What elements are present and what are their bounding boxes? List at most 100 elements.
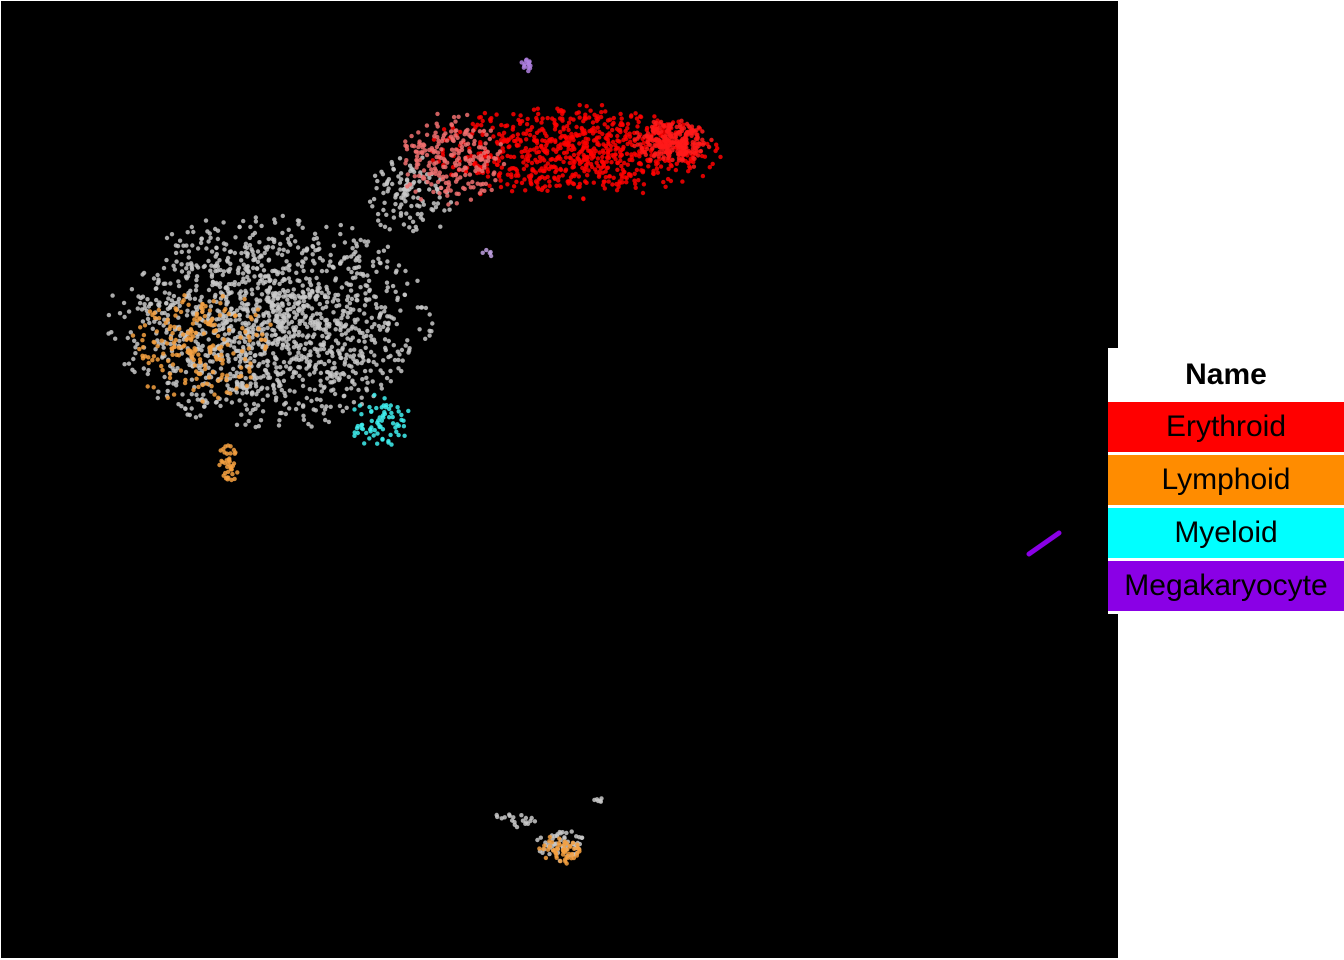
scatter-point (295, 278, 300, 283)
scatter-point (509, 172, 514, 177)
scatter-point (657, 139, 662, 144)
scatter-point (660, 134, 666, 140)
scatter-point (328, 380, 333, 385)
scatter-plot-svg (106, 57, 1062, 866)
scatter-point (556, 174, 561, 180)
scatter-point (336, 348, 341, 353)
scatter-point (349, 326, 354, 331)
scatter-point (467, 150, 473, 155)
scatter-point (228, 391, 233, 396)
scatter-point (238, 294, 243, 299)
scatter-point (495, 152, 500, 157)
scatter-point (479, 123, 484, 128)
scatter-point (300, 318, 305, 323)
scatter-point (220, 326, 225, 332)
scatter-point (314, 397, 320, 402)
scatter-point (540, 850, 545, 855)
scatter-point (392, 357, 398, 363)
scatter-point (318, 370, 324, 376)
scatter-point (173, 250, 179, 256)
scatter-point (257, 361, 262, 367)
scatter-point (418, 197, 424, 202)
scatter-point (390, 162, 395, 167)
scatter-point (431, 137, 437, 142)
scatter-point (593, 167, 598, 172)
scatter-point (606, 141, 611, 147)
scatter-point (344, 297, 350, 303)
scatter-point (217, 462, 222, 468)
scatter-point (494, 112, 499, 117)
scatter-point (535, 184, 540, 190)
scatter-point (653, 143, 659, 149)
scatter-point (403, 199, 408, 204)
scatter-point (416, 162, 421, 167)
scatter-point (346, 328, 351, 333)
scatter-point (335, 318, 340, 323)
scatter-point (156, 277, 161, 282)
scatter-point (625, 162, 630, 167)
scatter-point (307, 372, 312, 377)
scatter-point (185, 308, 190, 313)
scatter-point (289, 233, 294, 239)
scatter-point (260, 332, 265, 337)
scatter-point (284, 259, 289, 264)
scatter-point (547, 851, 552, 857)
scatter-point (395, 349, 400, 354)
scatter-point (157, 300, 162, 305)
scatter-point (381, 248, 387, 253)
scatter-point (352, 347, 357, 352)
scatter-point (167, 326, 172, 332)
scatter-point (385, 314, 390, 319)
cluster-megakaryocyte-small (480, 247, 494, 259)
scatter-point (599, 796, 604, 801)
scatter-point (272, 237, 277, 242)
scatter-point (226, 328, 232, 333)
scatter-point (110, 293, 115, 298)
scatter-point (206, 337, 211, 342)
scatter-point (258, 418, 264, 423)
scatter-point (373, 302, 379, 307)
scatter-point (451, 114, 457, 120)
scatter-point (562, 142, 567, 147)
scatter-point (398, 187, 403, 192)
scatter-point (246, 418, 251, 424)
scatter-point (534, 145, 539, 150)
scatter-point (411, 144, 417, 149)
scatter-point (427, 175, 432, 180)
scatter-point (433, 130, 438, 135)
scatter-point (391, 343, 396, 348)
scatter-point (469, 134, 474, 140)
scatter-point (255, 259, 261, 264)
scatter-point (238, 365, 244, 370)
scatter-point (520, 154, 525, 159)
scatter-point (385, 285, 390, 290)
scatter-point (407, 225, 412, 230)
scatter-point (164, 235, 170, 241)
scatter-point (212, 281, 218, 287)
scatter-point (162, 290, 168, 295)
scatter-point (222, 247, 227, 252)
legend-item-myeloid: Myeloid (1108, 508, 1344, 558)
scatter-point (328, 259, 333, 264)
scatter-point (542, 184, 548, 189)
scatter-point (588, 108, 593, 113)
scatter-point (645, 140, 650, 145)
scatter-point (354, 297, 359, 303)
scatter-point (229, 339, 235, 344)
scatter-point (255, 285, 260, 291)
scatter-point (639, 146, 645, 152)
scatter-point (224, 302, 229, 307)
scatter-point (246, 342, 251, 347)
scatter-point (189, 406, 194, 411)
scatter-point (359, 412, 364, 417)
scatter-point (380, 437, 385, 442)
scatter-point (545, 188, 550, 193)
scatter-point (462, 186, 467, 192)
scatter-point (212, 294, 218, 300)
scatter-point (265, 393, 270, 398)
scatter-point (370, 204, 375, 209)
scatter-point (225, 477, 230, 482)
scatter-point (277, 281, 282, 287)
scatter-point (138, 325, 143, 330)
scatter-point (179, 249, 184, 255)
